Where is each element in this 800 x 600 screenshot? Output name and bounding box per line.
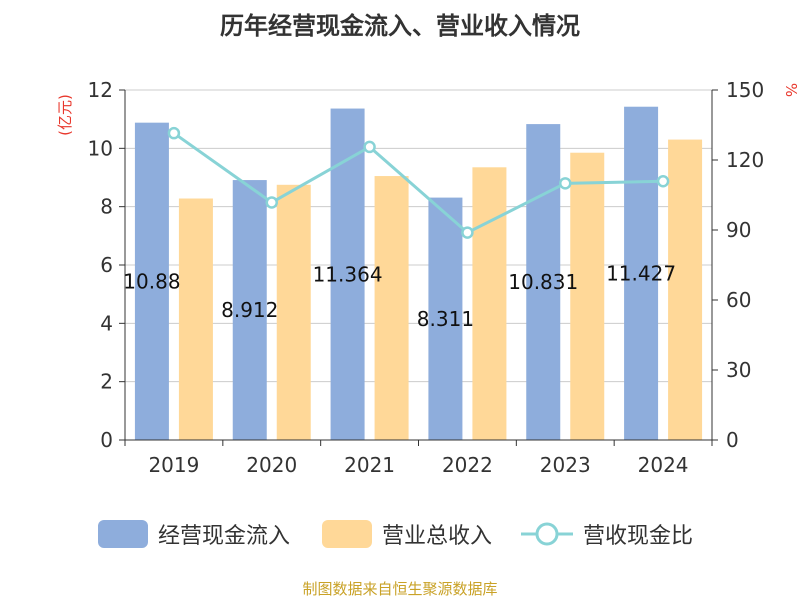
x-tick-label: 2021 <box>344 453 395 477</box>
data-label-cash-inflow: 8.311 <box>417 307 474 331</box>
data-label-cash-inflow: 8.912 <box>221 298 278 322</box>
bar-cash-inflow <box>526 124 561 441</box>
y-left-tick-label: 0 <box>100 428 113 452</box>
y-right-tick-label: 60 <box>726 288 751 312</box>
bar-revenue <box>374 176 409 440</box>
legend-label-cash-inflow: 经营现金流入 <box>158 524 290 549</box>
y-right-unit: % <box>782 83 800 97</box>
y-right-tick-label: 120 <box>726 148 764 172</box>
x-tick-label: 2023 <box>540 453 591 477</box>
y-right-tick-label: 30 <box>726 358 751 382</box>
data-label-cash-inflow: 10.88 <box>123 269 180 293</box>
data-labels: 10.88 8.912 11.364 8.311 10.831 11.427 <box>123 261 676 330</box>
x-tick-label: 2020 <box>246 453 297 477</box>
x-tick-label: 2019 <box>148 453 199 477</box>
grid-lines <box>125 89 712 383</box>
bar-revenue <box>472 167 507 440</box>
data-label-cash-inflow: 10.831 <box>508 270 578 294</box>
legend: 经营现金流入 营业总收入 营收现金比 <box>98 520 693 549</box>
y-left-tick-label: 8 <box>100 195 113 219</box>
ratio-line <box>167 126 670 239</box>
ratio-point <box>656 174 670 188</box>
bar-cash-inflow <box>232 180 267 441</box>
y-right-tick-label: 150 <box>726 78 764 102</box>
bars <box>134 106 703 441</box>
ratio-point <box>363 140 376 154</box>
x-tick-label: 2024 <box>638 453 689 477</box>
chart-title: 历年经营现金流入、营业收入情况 <box>220 12 580 40</box>
bar-cash-inflow <box>428 197 463 440</box>
bar-revenue <box>178 198 213 440</box>
bar-revenue <box>276 184 311 440</box>
legend-marker-ratio <box>535 522 559 546</box>
data-label-cash-inflow: 11.364 <box>313 262 383 286</box>
bar-revenue <box>668 139 703 441</box>
y-right-tick-label: 90 <box>726 218 751 242</box>
bar-cash-inflow <box>134 122 169 441</box>
legend-label-revenue: 营业总收入 <box>382 524 492 549</box>
bar-cash-inflow <box>330 108 365 441</box>
y-right-tick-label: 0 <box>726 428 739 452</box>
x-tick-label: 2022 <box>442 453 493 477</box>
legend-swatch-cash-inflow <box>98 520 148 548</box>
y-left-tick-label: 4 <box>100 311 113 335</box>
legend-label-ratio: 营收现金比 <box>583 524 693 549</box>
bar-cash-inflow <box>624 106 659 441</box>
ratio-point <box>559 177 572 190</box>
ratio-point <box>167 126 181 140</box>
y-left-tick-label: 10 <box>88 136 113 160</box>
y-left-tick-label: 12 <box>88 78 113 102</box>
ratio-point <box>265 196 278 209</box>
y-left-tick-label: 6 <box>100 253 113 277</box>
legend-swatch-revenue <box>322 520 372 548</box>
y-left-tick-label: 2 <box>100 370 113 394</box>
ratio-line-path <box>173 131 664 235</box>
y-left-unit: (亿元) <box>56 94 74 136</box>
bar-revenue <box>570 152 605 441</box>
ratio-point <box>461 226 474 239</box>
source-note: 制图数据来自恒生聚源数据库 <box>302 580 497 598</box>
data-label-cash-inflow: 11.427 <box>606 261 676 285</box>
